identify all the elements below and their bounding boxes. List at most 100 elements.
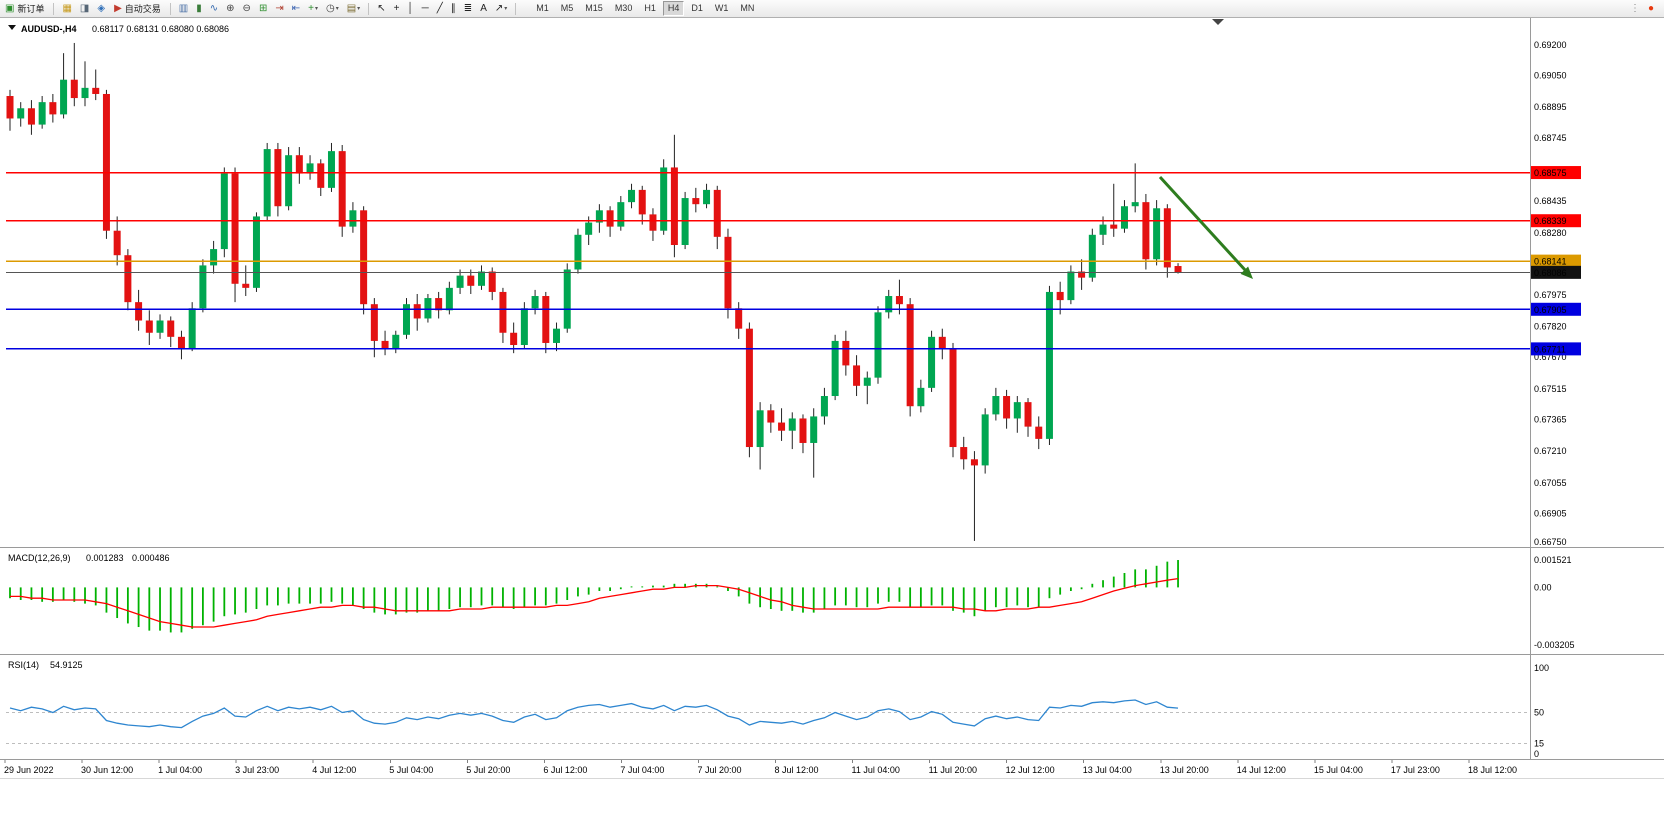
candle-down <box>778 422 786 431</box>
auto-scroll-icon[interactable]: ⇥ <box>272 1 286 16</box>
time-label: 3 Jul 23:00 <box>235 765 279 775</box>
time-label: 14 Jul 12:00 <box>1237 765 1286 775</box>
candle-down <box>360 210 368 305</box>
timeframe-m1[interactable]: M1 <box>536 3 549 13</box>
chart-shift-marker[interactable] <box>1212 19 1224 25</box>
alerts-icon[interactable]: ● <box>1645 1 1657 16</box>
candle-up <box>928 336 936 388</box>
tile-windows-icon[interactable]: ⊞ <box>256 1 270 16</box>
candle-down <box>970 459 978 466</box>
time-label: 11 Jul 04:00 <box>852 765 900 775</box>
trend-arrow[interactable] <box>1158 175 1253 279</box>
timeframe-h1[interactable]: H1 <box>644 3 656 13</box>
candle-up <box>831 340 839 397</box>
candle-down <box>49 102 57 115</box>
candle-up <box>1131 202 1139 207</box>
metaeditor-icon[interactable]: ◈ <box>94 1 108 16</box>
arrows-icon[interactable]: ↗ ▾ <box>492 1 510 16</box>
axis-label: 0.001521 <box>1534 555 1572 565</box>
rsi-panel <box>6 699 1530 745</box>
trendline-icon[interactable]: ╱ <box>434 1 446 16</box>
timeframe-mn[interactable]: MN <box>740 3 755 13</box>
price-axis: 0.69200 0.69050 0.68895 0.68745 0.68435 0.682… <box>1531 40 1581 759</box>
axis-label: 0.68435 <box>1534 196 1567 206</box>
candle-down <box>1024 402 1032 427</box>
chart-shift-icon: ⇤ <box>291 2 301 14</box>
chart-ohlc-values: 0.68117 0.68131 0.68080 0.68086 <box>92 24 229 34</box>
new-chart-icon[interactable]: ▦ <box>59 1 74 16</box>
cursor-icon: ↖ <box>377 2 386 14</box>
macd-signal-value: 0.000486 <box>132 553 170 563</box>
chart-shift-icon[interactable]: ⇤ <box>289 1 303 16</box>
axis-label: 0 <box>1534 749 1539 759</box>
price-badge-label: 0.67905 <box>1534 305 1567 315</box>
fibonacci-icon: ≣ <box>463 2 473 14</box>
zoom-in-icon[interactable]: ⊕ <box>223 1 237 16</box>
candle-up <box>1153 208 1161 260</box>
text-icon[interactable]: A <box>477 1 490 16</box>
price-badge-label: 0.68575 <box>1534 168 1567 178</box>
channel-icon[interactable]: ∥ <box>448 1 459 16</box>
axis-label: 0.67210 <box>1534 446 1567 456</box>
vertical-line-icon[interactable]: │ <box>404 1 416 16</box>
new-order-button[interactable]: ▣ 新订单 <box>0 1 49 16</box>
candle-down <box>1174 266 1182 273</box>
crosshair-icon[interactable]: + <box>391 1 403 16</box>
templates-icon[interactable]: ▤ ▾ <box>344 1 363 16</box>
timeframe-h4[interactable]: H4 <box>662 1 685 16</box>
collapse-arrow-icon[interactable] <box>8 25 16 30</box>
right-icons-group: ⋮ ● <box>1626 1 1658 16</box>
zoom-in-icon: ⊕ <box>226 2 235 14</box>
candle-down <box>1163 208 1171 268</box>
chart-frame <box>0 17 1664 779</box>
axis-label: 100 <box>1534 663 1549 673</box>
line-chart-icon[interactable]: ∿ <box>207 1 221 16</box>
alerts-icon: ● <box>1647 2 1654 14</box>
horizontal-line-icon[interactable]: ─ <box>419 1 432 16</box>
indicators-icon[interactable]: + ▾ <box>305 1 321 16</box>
timeframe-m15[interactable]: M15 <box>585 3 603 13</box>
periods-icon[interactable]: ◷ ▾ <box>323 1 342 16</box>
horizontal-line-icon: ─ <box>421 2 429 14</box>
macd-panel <box>9 560 1179 633</box>
price-badge-label: 0.68141 <box>1534 257 1567 267</box>
timeframe-m30[interactable]: M30 <box>614 3 633 13</box>
axis-label: -0.003205 <box>1534 640 1575 650</box>
time-label: 13 Jul 04:00 <box>1083 765 1132 775</box>
candlestick-chart-icon[interactable]: ▮ <box>193 1 205 16</box>
crosshair-icon: + <box>393 2 400 14</box>
candle-down <box>1003 396 1011 419</box>
candle-up <box>563 269 571 329</box>
candle-down <box>145 320 153 333</box>
toolbar-separator <box>368 2 370 15</box>
price-chart[interactable] <box>6 42 1530 541</box>
candle-down <box>92 87 100 94</box>
timeframe-w1[interactable]: W1 <box>714 3 729 13</box>
candle-up <box>81 87 89 99</box>
candle-down <box>242 283 250 288</box>
candle-down <box>692 198 700 205</box>
candle-up <box>188 308 196 350</box>
new-chart-icon: ▦ <box>62 2 72 14</box>
cursor-icon[interactable]: ↖ <box>374 1 388 16</box>
candle-up <box>981 414 989 466</box>
zoom-out-icon[interactable]: ⊖ <box>240 1 254 16</box>
timeframe-d1[interactable]: D1 <box>691 3 703 13</box>
price-badge <box>1531 214 1581 228</box>
candle-up <box>445 287 453 311</box>
timeframes-group: M1 M5 M15 M30 H1 H4 D1 W1 MN <box>530 1 760 16</box>
auto-trading-button[interactable]: ▶ 自动交易 <box>109 1 166 16</box>
candle-up <box>703 189 711 205</box>
candle-up <box>263 149 271 217</box>
templates-icon: ▤ <box>346 2 357 14</box>
toolbar-grip-icon[interactable]: ⋮ <box>1627 1 1643 16</box>
profiles-icon[interactable]: ◨ <box>77 1 92 16</box>
time-label: 8 Jul 12:00 <box>775 765 819 775</box>
timeframe-m5[interactable]: M5 <box>560 3 574 13</box>
bar-chart-icon[interactable]: ▥ <box>176 1 191 16</box>
candle-down <box>1078 271 1086 278</box>
fibonacci-icon[interactable]: ≣ <box>461 1 475 16</box>
candle-down <box>167 320 175 337</box>
dropdown-caret-icon: ▾ <box>357 6 361 12</box>
